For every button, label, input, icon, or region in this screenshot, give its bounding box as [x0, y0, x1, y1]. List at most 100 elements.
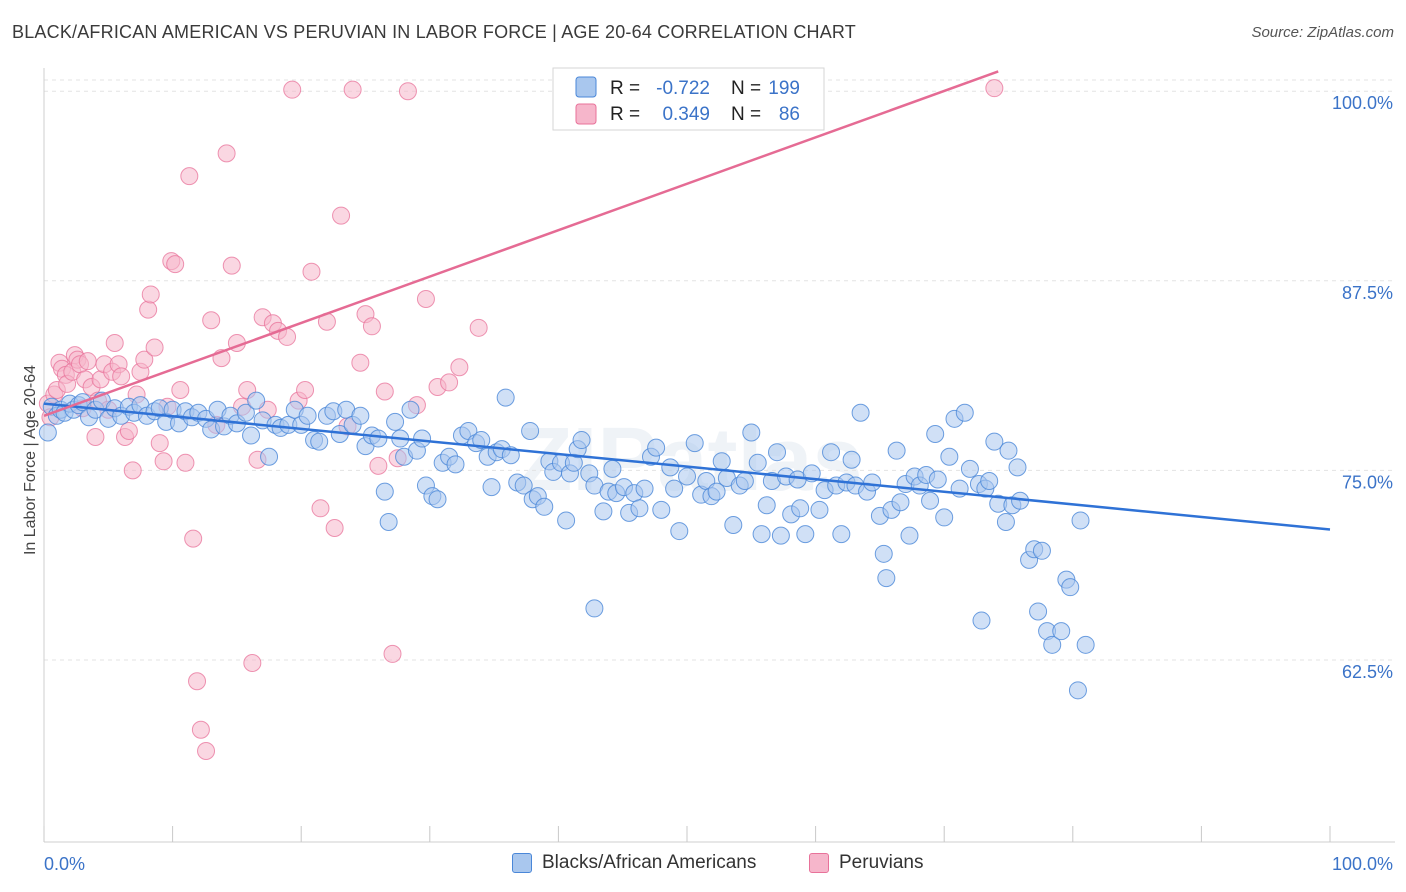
peruvian-point	[332, 206, 351, 225]
blacks-point	[310, 432, 329, 451]
blacks-point	[379, 512, 398, 531]
peruvian-point	[139, 300, 158, 319]
blacks-point	[887, 441, 906, 460]
blacks-point	[712, 452, 731, 471]
blacks-point	[1061, 578, 1080, 597]
blacks-point	[810, 500, 829, 519]
peruvian-point	[145, 338, 164, 357]
peruvian-point	[362, 317, 381, 336]
blacks-point	[752, 525, 771, 544]
peruvian-point	[202, 311, 221, 330]
peruvian-point	[222, 256, 241, 275]
blacks-point	[1029, 602, 1048, 621]
peruvian-point	[154, 452, 173, 471]
peruvian-point	[375, 382, 394, 401]
legend-label-peruvians: Peruvians	[839, 852, 924, 873]
peruvian-point	[243, 654, 262, 673]
peruvian-point	[191, 720, 210, 739]
peruvian-point	[119, 421, 138, 440]
blacks-point	[832, 525, 851, 544]
blacks-point	[724, 515, 743, 534]
blacks-point	[926, 424, 945, 443]
blacks-point	[585, 599, 604, 618]
peruvian-point	[440, 373, 459, 392]
trend-lines	[43, 70, 1331, 531]
blacks-point	[796, 525, 815, 544]
x-tick-label: 100.0%	[1332, 854, 1393, 874]
blacks-point	[735, 472, 754, 491]
blacks-point	[748, 453, 767, 472]
blacks-point	[521, 421, 540, 440]
peruvian-point	[184, 529, 203, 548]
blacks-point	[236, 403, 255, 422]
peruvian-point	[469, 318, 488, 337]
y-tick-label: 62.5%	[1342, 662, 1393, 682]
blacks-point	[996, 512, 1015, 531]
peruvian-point	[283, 80, 302, 99]
peruvian-point	[78, 352, 97, 371]
blacks-point	[874, 544, 893, 563]
blacks-point	[980, 472, 999, 491]
x-tick-label: 0.0%	[44, 854, 85, 874]
legend-pink-r-label: R =	[610, 104, 640, 125]
blacks-point	[940, 447, 959, 466]
legend-blue-n-value: 199	[768, 78, 800, 99]
chart-title: BLACK/AFRICAN AMERICAN VS PERUVIAN IN LA…	[12, 22, 857, 42]
blacks-point	[298, 406, 317, 425]
legend-blue-swatch	[575, 76, 597, 98]
peruvian-point	[188, 672, 207, 691]
blacks-point	[260, 447, 279, 466]
y-tick-label: 75.0%	[1342, 472, 1393, 492]
blacks-point	[369, 429, 388, 448]
blacks-point	[707, 482, 726, 501]
blacks-point	[603, 459, 622, 478]
blacks-point	[647, 438, 666, 457]
legend-pink-n-value: 86	[779, 104, 800, 125]
peruvian-point	[105, 333, 124, 352]
peruvian-point	[985, 79, 1004, 98]
blacks-point	[771, 526, 790, 545]
blacks-point	[635, 479, 654, 498]
blacks-point	[652, 500, 671, 519]
blacks-point	[535, 497, 554, 516]
blacks-point	[955, 403, 974, 422]
peruvian-point	[369, 456, 388, 475]
blacks-point	[757, 496, 776, 515]
axes: 62.5% 75.0% 87.5% 100.0% 0.0% 100.0%	[43, 68, 1395, 874]
grid	[44, 79, 1395, 661]
blacks-point	[999, 441, 1018, 460]
blacks-point	[985, 432, 1004, 451]
blacks-point	[851, 403, 870, 422]
blacks-point	[928, 470, 947, 489]
blacks-point	[247, 391, 266, 410]
legend-label-blacks: Blacks/African Americans	[542, 852, 757, 873]
peruvian-point	[176, 453, 195, 472]
blacks-point	[921, 491, 940, 510]
legend-item-peruvians: Peruvians	[809, 852, 924, 874]
blacks-point	[863, 473, 882, 492]
peruvian-point	[311, 499, 330, 518]
peruvian-point	[398, 82, 417, 101]
blacks-point	[742, 423, 761, 442]
blacks-point	[1068, 681, 1087, 700]
blacks-point	[375, 482, 394, 501]
blacks-trend-line	[43, 402, 1331, 531]
series-legend: Blacks/African Americans Peruvians	[0, 850, 1406, 880]
legend-swatch-blacks	[512, 853, 532, 873]
source-label: Source: ZipAtlas.com	[1251, 24, 1394, 41]
blacks-point	[1032, 541, 1051, 560]
blacks-series	[38, 388, 1095, 700]
blacks-point	[972, 611, 991, 630]
peruvian-point	[166, 255, 185, 274]
blacks-point	[1008, 458, 1027, 477]
peruvian-point	[180, 167, 199, 186]
peruvian-point	[217, 144, 236, 163]
blacks-point	[401, 400, 420, 419]
blacks-point	[900, 526, 919, 545]
legend-pink-n-label: N =	[731, 104, 761, 125]
blacks-point	[557, 511, 576, 530]
blacks-point	[472, 431, 491, 450]
legend-box	[552, 67, 825, 131]
blacks-point	[630, 499, 649, 518]
blacks-point	[496, 388, 515, 407]
